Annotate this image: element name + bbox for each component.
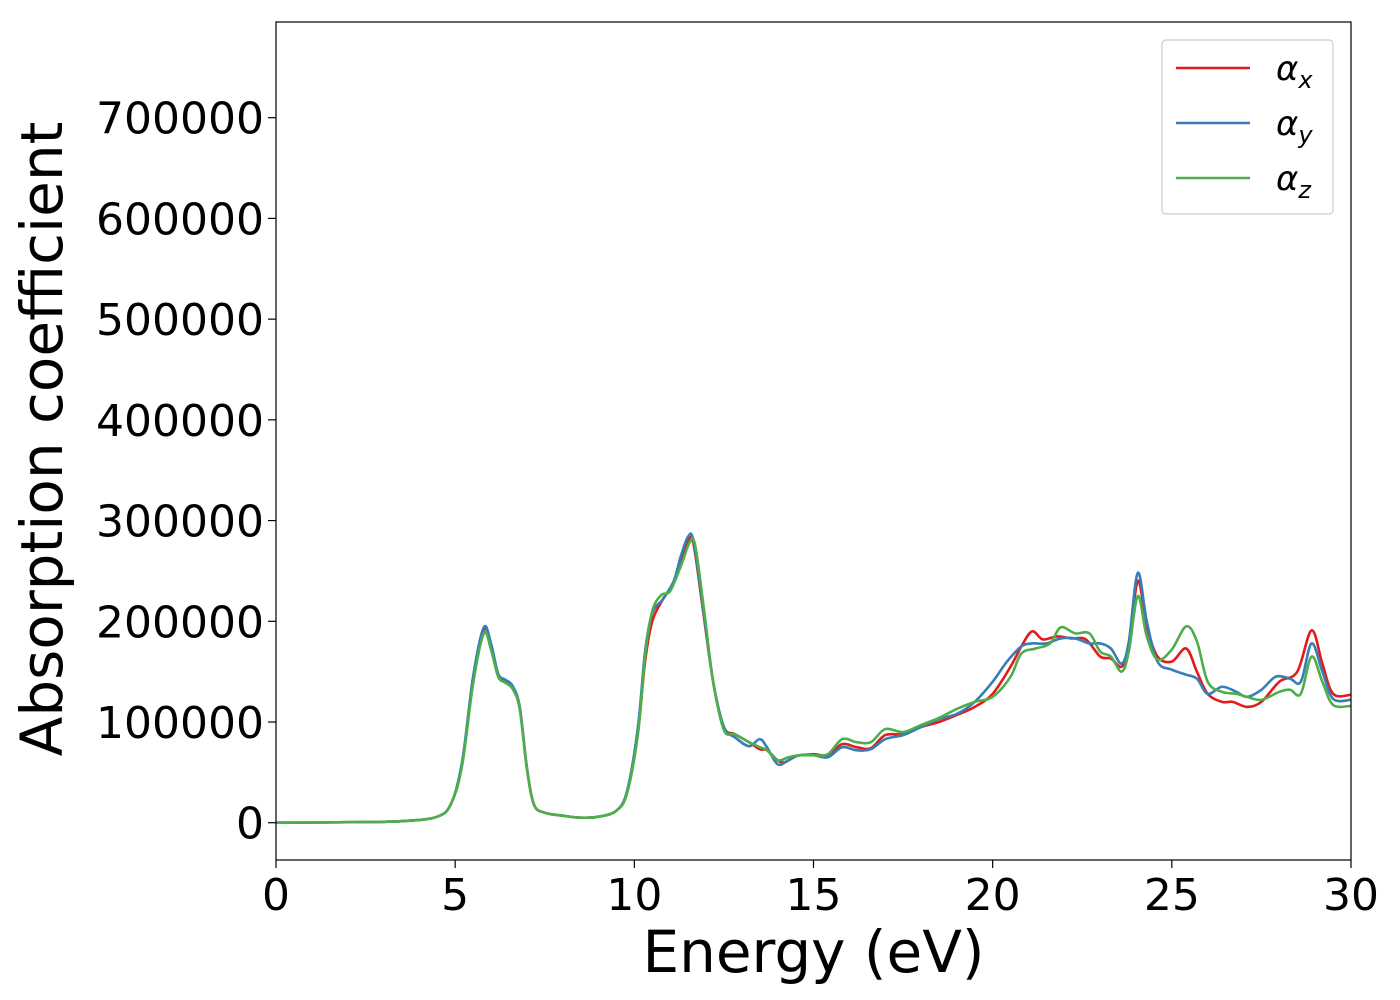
legend-box [1161,39,1334,215]
y-axis: 0 100000 200000 300000 400000 500000 600000 700… [96,94,276,850]
y-axis-title: Absorption coefficient [8,122,76,757]
series-layer [276,532,1351,825]
x-tick-label: 30 [1323,870,1379,921]
x-tick-label: 10 [606,870,662,921]
y-tick-label: 0 [236,799,264,850]
y-tick-label: 300000 [96,497,264,548]
x-tick-label: 25 [1144,870,1200,921]
x-tick-label: 15 [786,870,842,921]
y-tick-label: 200000 [96,597,264,648]
legend-label-subscript: y [1297,121,1313,149]
y-tick-label: 100000 [96,698,264,749]
legend-label-subscript: x [1297,66,1313,94]
x-tick-label: 20 [965,870,1021,921]
x-tick-label: 5 [441,870,469,921]
y-tick-label: 600000 [96,194,264,245]
x-axis: 0 5 10 15 20 25 30 [262,860,1379,921]
legend-label-subscript: z [1297,176,1312,204]
x-tick-label: 0 [262,870,290,921]
y-tick-label: 700000 [96,94,264,145]
y-tick-label: 500000 [96,295,264,346]
x-axis-title: Energy (eV) [642,918,984,986]
y-tick-label: 400000 [96,396,264,447]
series-line-alpha-z [276,536,1351,825]
